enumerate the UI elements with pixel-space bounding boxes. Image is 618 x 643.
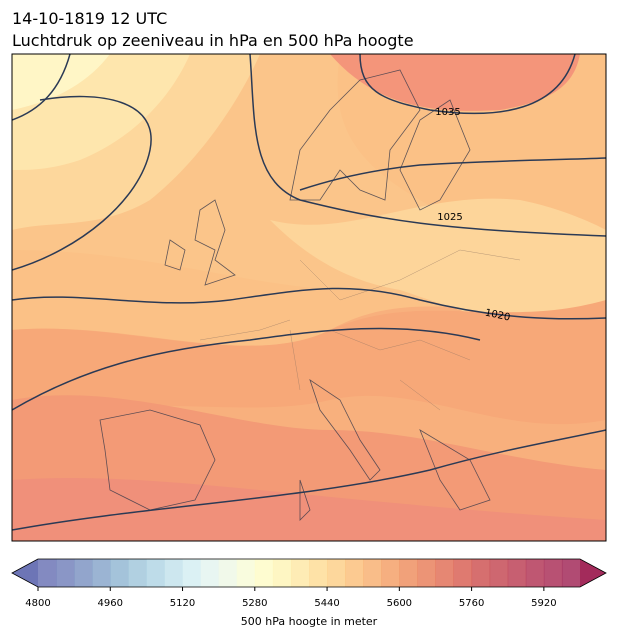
colorbar-tick-label: 5120 (170, 598, 195, 609)
colorbar-band (543, 559, 563, 587)
borders (199, 249, 521, 411)
colorbar-band (272, 559, 292, 587)
colorbar-extend (12, 559, 38, 587)
isobar (299, 157, 606, 191)
colorbar-band (290, 559, 310, 587)
colorbar-band (236, 559, 256, 587)
isobar (12, 95, 152, 271)
colorbar-band (417, 559, 436, 587)
subtitle: Luchtdruk op zeeniveau in hPa en 500 hPa… (12, 31, 414, 50)
colorbar-band (218, 559, 238, 587)
colorbar-band (38, 559, 57, 587)
isobar (359, 54, 576, 115)
colorbar-tick-label: 4800 (25, 598, 50, 609)
colorbar-band (146, 559, 165, 587)
colorbar-label: 500 hPa hoogte in meter (241, 615, 378, 628)
colorbar-band (74, 559, 93, 587)
isobar-label: 1020 (484, 308, 511, 324)
colorbar-band (110, 559, 129, 587)
coastline (99, 69, 491, 521)
colorbar-band (92, 559, 111, 587)
colorbar-band (182, 559, 202, 587)
isobar (249, 54, 606, 237)
colorbar-extend (580, 559, 606, 587)
colorbar-band (164, 559, 184, 587)
colorbar-band (363, 559, 382, 587)
isobar-label: 1035 (435, 107, 460, 118)
colorbar-tick-label: 5440 (314, 598, 339, 609)
colorbar-band (381, 559, 400, 587)
colorbar-tick-label: 5600 (387, 598, 412, 609)
colorbar: 4800 4960 5120 5280 5440 5600 5760 5920 (11, 558, 607, 609)
colorbar-band (453, 559, 473, 587)
colorbar-band (327, 559, 346, 587)
isobar (12, 54, 71, 121)
colorbar-outline (11, 558, 607, 588)
colorbar-band (56, 559, 75, 587)
colorbar-band (309, 559, 328, 587)
map: 1035 1025 1020 (11, 53, 607, 542)
colorbar-tick-label: 5760 (459, 598, 484, 609)
title: 14-10-1819 12 UTC (12, 9, 167, 28)
colorbar-band (435, 559, 455, 587)
isobar-label: 1025 (437, 212, 462, 223)
isobar (12, 287, 606, 320)
colorbar-tick-label: 5920 (531, 598, 556, 609)
colorbar-band (507, 559, 527, 587)
colorbar-band (471, 559, 491, 587)
colorbar-band (399, 559, 418, 587)
isobar (12, 327, 481, 411)
colorbar-tick-label: 4960 (98, 598, 123, 609)
colorbar-band (254, 559, 274, 587)
colorbar-band (525, 559, 545, 587)
colorbar-band (489, 559, 509, 587)
isobar (12, 429, 606, 531)
colorbar-band (345, 559, 364, 587)
colorbar-band (561, 559, 581, 587)
colorbar-tick-label: 5280 (242, 598, 267, 609)
colorbar-band (200, 559, 220, 587)
colorbar-band (128, 559, 147, 587)
